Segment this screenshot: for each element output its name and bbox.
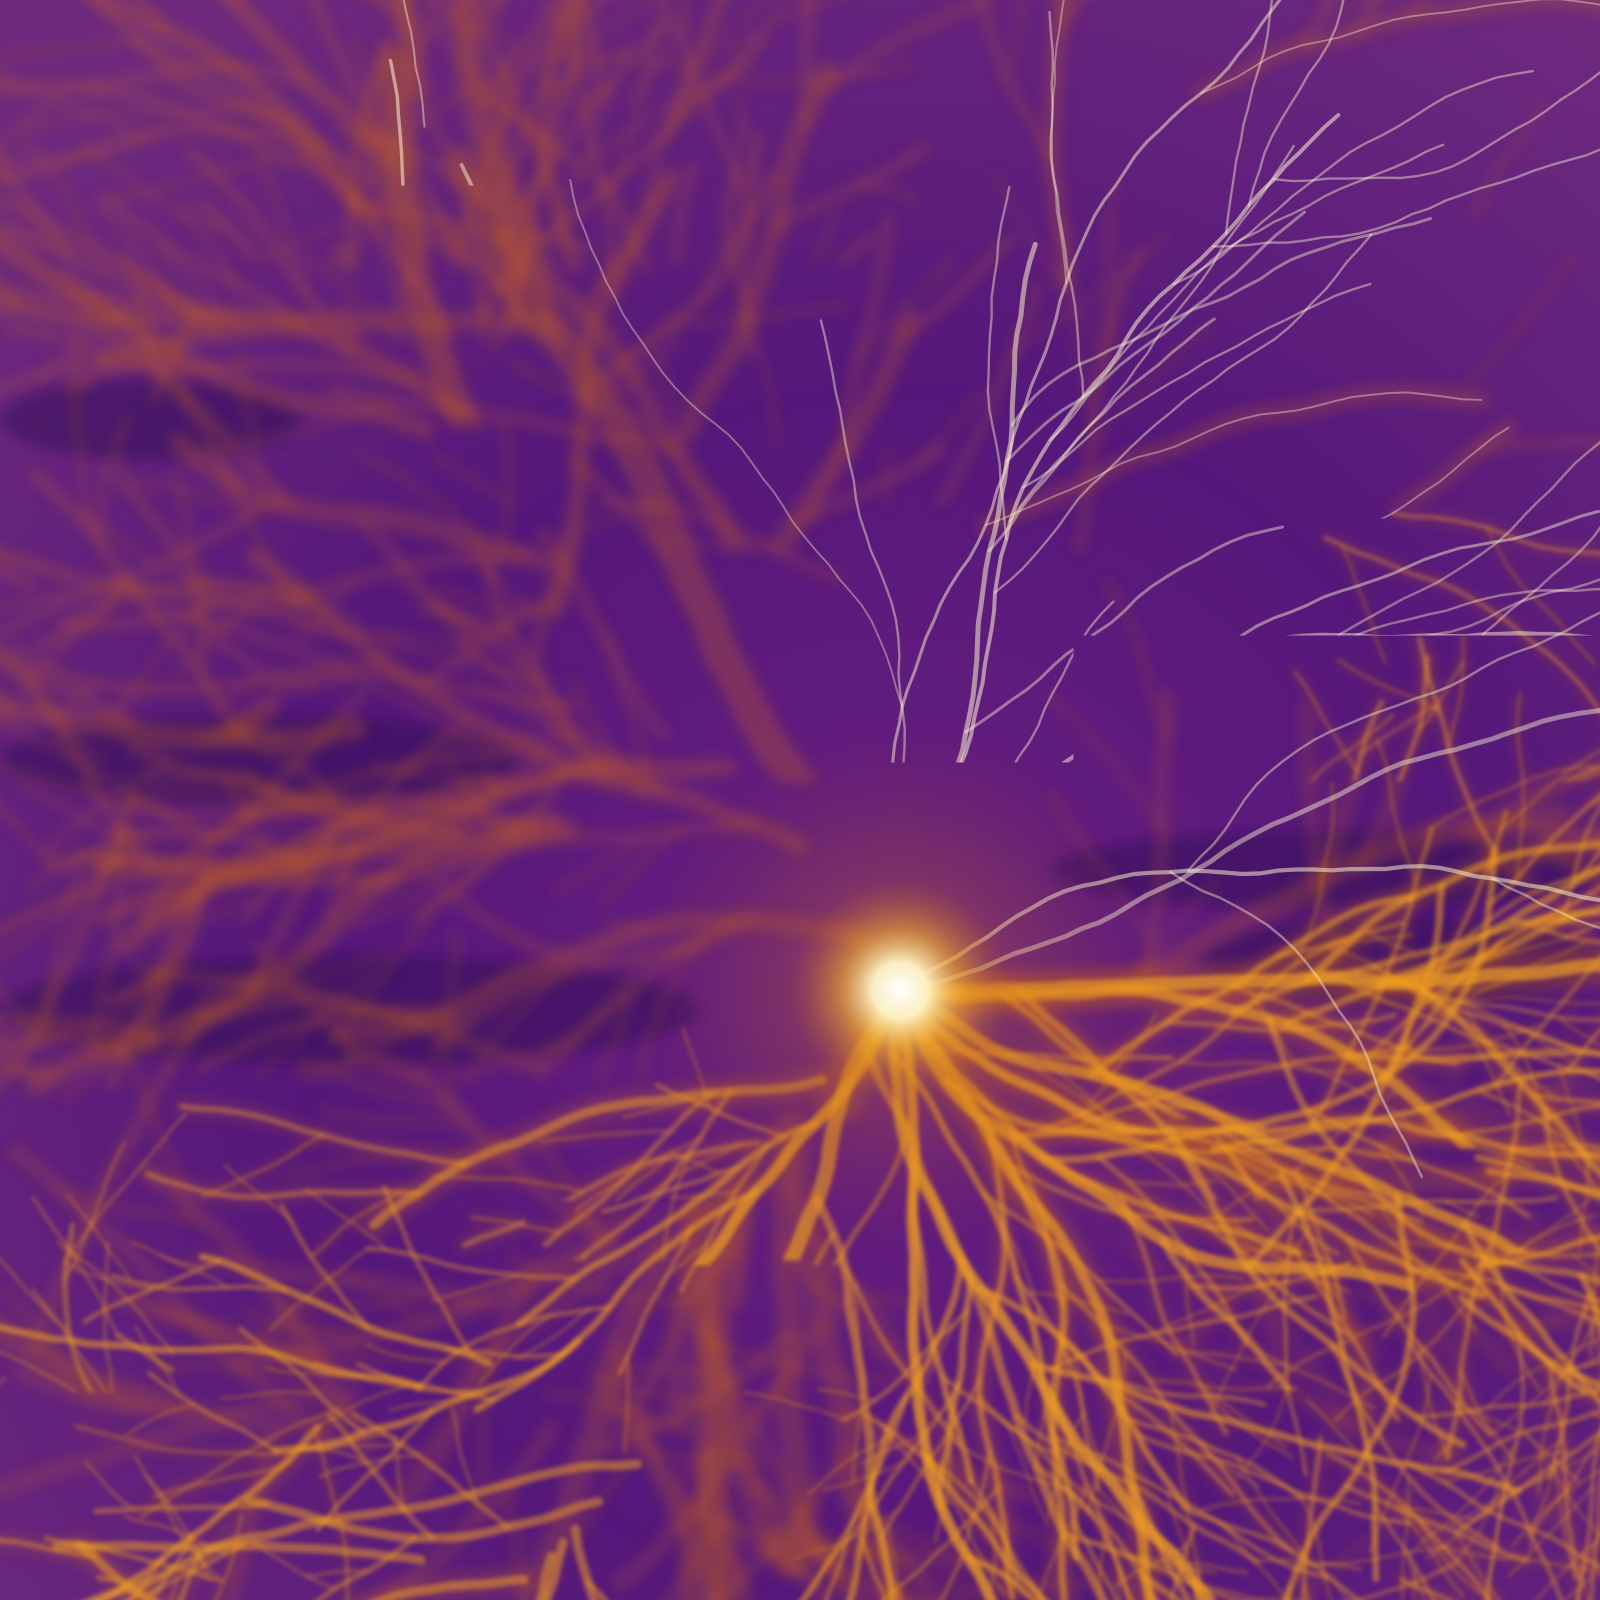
filament-image — [0, 0, 1600, 1600]
filament-svg — [0, 0, 1600, 1600]
